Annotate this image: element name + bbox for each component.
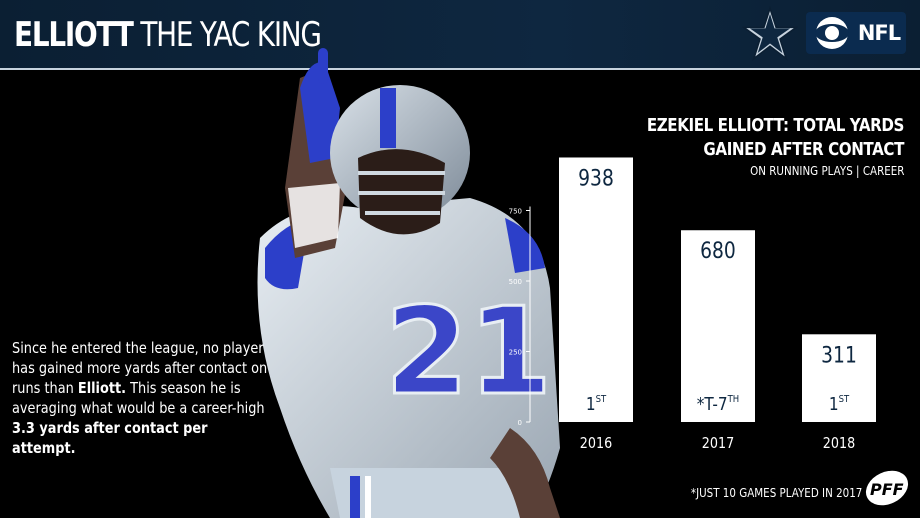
y-tick-label: 0 <box>518 419 522 427</box>
player-photo: 21 <box>257 48 560 518</box>
chart-subtitle: ON RUNNING PLAYS | CAREER <box>749 164 904 178</box>
logo-text: NFL <box>857 21 901 45</box>
bar <box>559 157 633 422</box>
title-bold: ELLIOTT <box>14 15 134 55</box>
chart-title: EZEKIEL ELLIOTT: TOTAL YARDS GAINED AFTE… <box>646 115 905 160</box>
title-rest: THE YAC KING <box>140 15 322 55</box>
rank-label: 1ST <box>586 393 607 415</box>
stat-highlight: 3.3 yards after contact per attempt. <box>12 419 208 457</box>
y-tick-label: 750 <box>509 208 522 216</box>
x-tick-label: 2016 <box>580 435 612 452</box>
description-text: Since he entered the league, no player h… <box>12 339 268 457</box>
bar <box>802 334 876 422</box>
pff-icon: PFF <box>865 470 909 506</box>
rank-label: *T-7TH <box>697 393 739 415</box>
header-bar: ELLIOTT THE YAC KING NFL <box>0 0 920 70</box>
bar <box>681 230 755 422</box>
x-tick-label: 2017 <box>702 435 734 452</box>
rank-label: 1ST <box>829 393 850 415</box>
bar-value-label: 938 <box>578 165 614 191</box>
svg-text:PFF: PFF <box>870 480 904 499</box>
page-title: ELLIOTT THE YAC KING <box>14 15 322 55</box>
player-name: Elliott. <box>77 379 127 397</box>
y-tick-label: 500 <box>509 278 522 286</box>
svg-text:21: 21 <box>385 283 552 422</box>
bar-value-label: 680 <box>700 238 736 264</box>
cbs-eye-icon <box>814 17 849 49</box>
star-icon <box>742 6 798 61</box>
bar-chart: 0 250 500 750 938 1ST 2016 680 *T-7TH 2017 311 1ST 2… <box>509 157 876 452</box>
x-tick-label: 2018 <box>823 435 855 452</box>
bar-value-label: 311 <box>821 342 857 368</box>
footnote: *JUST 10 GAMES PLAYED IN 2017 <box>690 486 862 500</box>
y-tick-label: 250 <box>509 349 522 357</box>
network-logo: NFL <box>806 12 906 54</box>
